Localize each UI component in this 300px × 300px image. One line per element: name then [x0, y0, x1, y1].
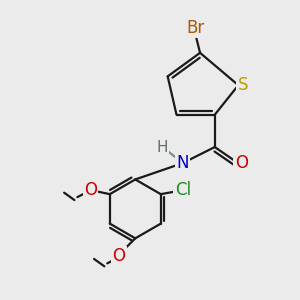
Text: Br: Br [187, 19, 205, 37]
Text: Cl: Cl [175, 181, 191, 199]
Text: N: N [176, 154, 189, 172]
Text: O: O [84, 181, 97, 199]
Text: S: S [238, 76, 248, 94]
Text: O: O [235, 154, 248, 172]
Text: H: H [156, 140, 167, 154]
Text: O: O [112, 247, 126, 265]
